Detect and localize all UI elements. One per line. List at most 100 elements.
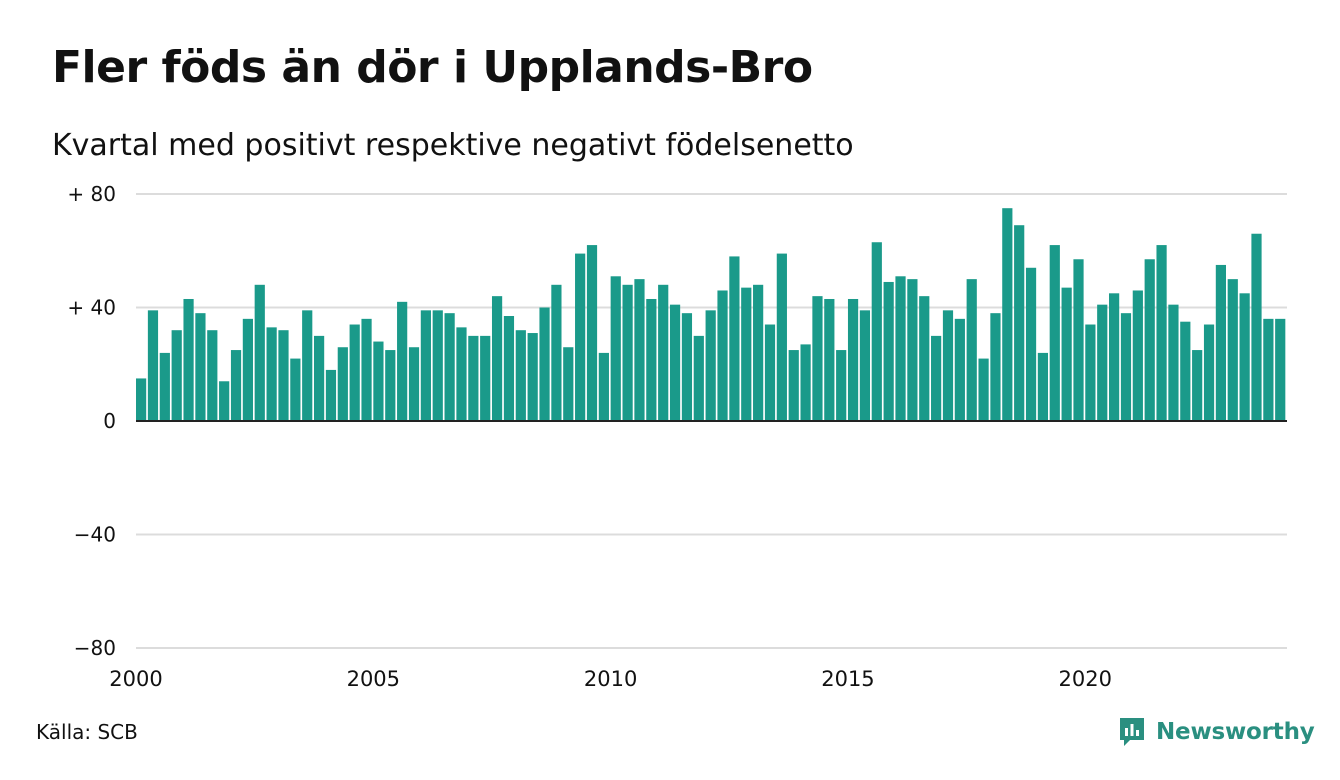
bar	[883, 281, 894, 421]
bar	[1275, 318, 1286, 421]
bar	[990, 313, 1001, 421]
bar	[812, 296, 823, 421]
bar	[1239, 293, 1250, 421]
bar	[1120, 313, 1132, 421]
bar	[1014, 225, 1025, 421]
bar	[705, 310, 716, 421]
brand-logo[interactable]: Newsworthy	[1118, 714, 1315, 750]
bar	[978, 358, 989, 421]
bars	[136, 208, 1286, 422]
bar	[586, 245, 598, 421]
bar	[408, 347, 420, 421]
bar	[136, 378, 147, 421]
bar-chart: + 80 + 40 0 −40 −80 2000 2005 2010 2015 2020	[67, 182, 1287, 691]
bar	[836, 350, 847, 421]
bar	[1227, 279, 1238, 422]
bar	[1025, 267, 1037, 421]
bar	[931, 335, 942, 422]
bar	[1037, 352, 1049, 421]
bar	[1180, 321, 1191, 421]
axes: + 80 + 40 0 −40 −80 2000 2005 2010 2015 2020	[67, 182, 1287, 691]
bar	[527, 333, 538, 421]
bar	[1132, 290, 1143, 421]
bar	[942, 310, 954, 421]
bar	[776, 253, 787, 421]
bar	[598, 352, 609, 421]
x-tick-label: 2020	[1059, 667, 1112, 691]
bar	[337, 347, 348, 421]
y-tick-label: −80	[74, 636, 116, 660]
bar	[183, 298, 194, 421]
bar	[195, 313, 206, 421]
bar	[1156, 245, 1167, 421]
bar	[503, 316, 515, 421]
bar	[717, 290, 728, 421]
bar	[515, 330, 526, 421]
chart-subtitle: Kvartal med positivt respektive negativt…	[52, 128, 854, 163]
bar	[847, 298, 859, 421]
source-note: Källa: SCB	[36, 720, 138, 744]
bar	[325, 369, 337, 421]
bar	[1073, 259, 1084, 421]
bar	[373, 341, 384, 421]
x-tick-label: 2010	[584, 667, 637, 691]
newsworthy-logo-icon	[1120, 718, 1144, 746]
bar	[1097, 304, 1108, 421]
bar	[491, 296, 503, 421]
bar	[954, 318, 965, 421]
bar	[219, 381, 230, 421]
bar	[1144, 259, 1155, 421]
bar	[1168, 304, 1179, 421]
bar	[1049, 245, 1060, 421]
bar	[729, 256, 740, 421]
x-tick-label: 2005	[347, 667, 400, 691]
bar	[349, 324, 360, 421]
bar	[207, 330, 218, 421]
y-tick-label: 0	[103, 409, 116, 433]
bar	[432, 310, 443, 421]
bar	[290, 358, 301, 421]
bar	[871, 242, 882, 421]
bar	[551, 284, 562, 421]
bar	[859, 310, 871, 421]
bar	[1203, 324, 1215, 421]
bar	[171, 330, 182, 421]
chart-title: Fler föds än dör i Upplands-Bro	[52, 42, 813, 93]
bar	[456, 327, 467, 421]
bar	[669, 304, 681, 421]
bar	[681, 313, 693, 421]
bar	[361, 318, 372, 421]
bar	[468, 335, 479, 422]
x-tick-label: 2015	[821, 667, 874, 691]
bar	[1002, 208, 1013, 421]
bar	[254, 284, 265, 421]
bar	[634, 279, 645, 422]
bar	[753, 284, 764, 421]
bar	[420, 310, 431, 421]
bar	[397, 301, 408, 421]
y-tick-label: + 80	[67, 182, 116, 206]
bar	[480, 335, 491, 422]
bar	[159, 352, 170, 421]
bar	[266, 327, 277, 421]
bar	[1109, 293, 1120, 421]
bar	[1263, 318, 1274, 421]
bar	[1192, 350, 1203, 421]
bar	[444, 313, 455, 421]
bar	[313, 335, 325, 422]
bar	[693, 335, 704, 422]
bar	[610, 276, 621, 421]
bar	[242, 318, 253, 421]
y-tick-label: −40	[74, 523, 116, 547]
bar	[230, 350, 242, 421]
bar	[147, 310, 159, 421]
y-tick-label: + 40	[67, 296, 116, 320]
bar	[966, 279, 977, 422]
bar	[1251, 233, 1262, 421]
brand-name: Newsworthy	[1156, 719, 1315, 745]
bar	[741, 287, 752, 421]
bar	[907, 279, 918, 422]
bar	[1061, 287, 1072, 421]
bar	[658, 284, 669, 421]
bar	[622, 284, 633, 421]
